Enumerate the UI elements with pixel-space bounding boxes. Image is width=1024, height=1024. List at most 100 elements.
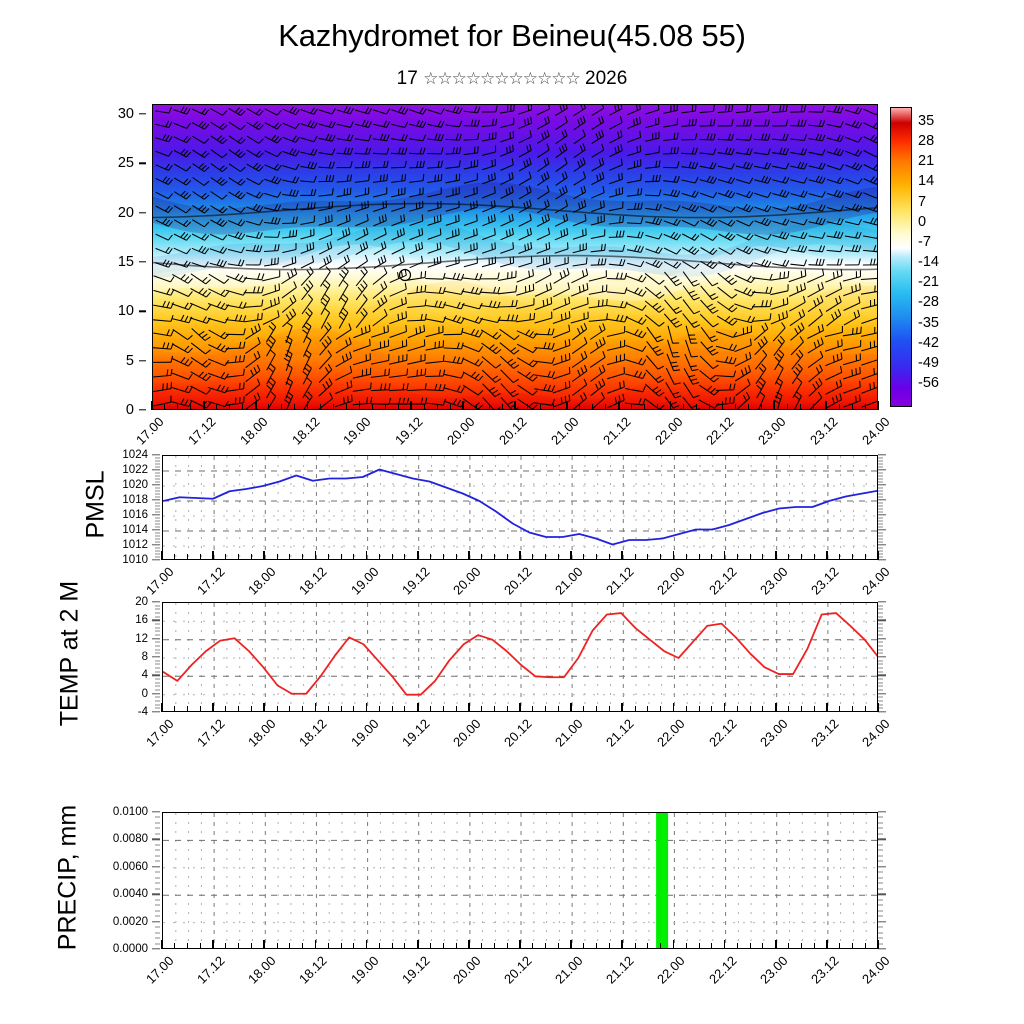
x-tick-major: [570, 940, 572, 949]
y-tick-minor: [155, 532, 160, 534]
x-tick-major: [468, 703, 470, 712]
x-tick-label: 17.12: [184, 414, 219, 448]
y-tick-minor: [155, 833, 160, 835]
x-tick-minor: [596, 943, 598, 949]
y-tick-label: 1022: [122, 464, 148, 476]
colorbar-tick-label: 35: [918, 113, 935, 129]
x-tick-minor: [506, 554, 508, 560]
y-tick-mark: [878, 637, 886, 640]
x-tick-major: [263, 703, 266, 712]
x-tick-minor: [455, 554, 457, 560]
y-tick-minor: [878, 678, 883, 680]
y-tick-minor: [155, 496, 160, 498]
y-tick-mark: [152, 674, 160, 677]
y-tick-minor: [878, 550, 883, 552]
precip-x-axis: 17.00 17.12 18.00 18.12 19.00 19.12 20.00 20.12…: [143, 940, 893, 995]
x-tick-minor: [839, 554, 841, 560]
y-tick-minor: [878, 871, 883, 873]
y-tick-mark: [878, 454, 886, 456]
x-tick-minor: [864, 943, 866, 949]
x-tick-major: [672, 940, 675, 949]
x-tick-minor: [345, 404, 347, 410]
y-tick-minor: [155, 707, 160, 709]
x-tick-minor: [545, 554, 547, 560]
y-tick-mark: [878, 711, 886, 713]
y-tick-minor: [155, 704, 160, 706]
x-tick-major: [468, 551, 470, 560]
y-tick-label: 0.0040: [112, 888, 148, 901]
x-tick-minor: [609, 706, 610, 712]
x-tick-major: [617, 401, 620, 410]
x-tick-minor: [660, 706, 662, 712]
y-tick-label: 1010: [122, 554, 148, 566]
x-tick-major: [672, 551, 675, 560]
x-tick-minor: [190, 404, 192, 410]
x-tick-minor: [747, 404, 749, 410]
x-tick-minor: [864, 554, 866, 560]
x-tick-label: 20.00: [449, 564, 484, 598]
x-tick-label: 21.00: [547, 414, 582, 448]
y-tick-mark: [878, 514, 886, 516]
y-tick-mark: [878, 484, 886, 486]
x-tick-minor: [838, 404, 840, 410]
y-tick-minor: [155, 652, 160, 654]
y-tick-minor: [155, 466, 160, 468]
y-tick-mark: [878, 920, 886, 923]
y-tick-minor: [878, 630, 883, 632]
y-tick-minor: [878, 502, 883, 504]
y-tick-minor: [155, 535, 160, 537]
y-tick-minor: [878, 685, 883, 687]
x-tick-minor: [475, 404, 477, 410]
x-tick-minor: [506, 706, 508, 712]
colorbar-tick-label: -35: [918, 314, 939, 331]
x-tick-minor: [251, 706, 252, 712]
x-tick-minor: [647, 706, 649, 712]
x-tick-minor: [436, 404, 438, 410]
y-tick-minor: [878, 882, 883, 884]
colorbar-tick-label: -56: [918, 375, 939, 391]
date-day: 17: [396, 68, 418, 89]
x-tick-minor: [371, 404, 373, 410]
y-tick-minor: [878, 547, 883, 549]
y-tick-minor: [878, 645, 883, 647]
x-tick-minor: [174, 943, 176, 949]
y-tick-minor: [155, 481, 160, 483]
y-tick-minor: [155, 502, 160, 504]
x-tick-major: [468, 940, 470, 949]
y-tick-minor: [878, 616, 883, 618]
y-tick-minor: [878, 523, 883, 525]
x-tick-label: 24.00: [858, 716, 893, 750]
y-tick-minor: [878, 899, 883, 901]
y-tick-minor: [155, 660, 160, 662]
x-tick-minor: [327, 943, 329, 949]
y-tick-minor: [878, 689, 883, 691]
y-tick-minor: [155, 915, 160, 917]
x-tick-label: 22.00: [651, 414, 686, 448]
x-tick-minor: [711, 554, 713, 560]
x-tick-minor: [268, 404, 270, 410]
x-tick-major: [774, 703, 777, 712]
y-tick-minor: [155, 634, 160, 636]
y-tick-mark: [152, 529, 160, 531]
y-tick-minor: [878, 833, 883, 835]
precipitation-plot: [162, 812, 878, 949]
colorbar-tick-label: 7: [918, 193, 927, 210]
y-tick-label: 20: [117, 204, 134, 221]
y-tick-minor: [155, 849, 160, 851]
x-tick-minor: [851, 943, 853, 949]
x-tick-minor: [647, 554, 649, 560]
y-tick-minor: [878, 682, 883, 684]
y-tick-minor: [878, 493, 883, 495]
x-tick-minor: [391, 554, 393, 560]
x-tick-minor: [734, 404, 736, 410]
y-tick-minor: [155, 508, 160, 510]
x-tick-minor: [302, 706, 304, 712]
y-tick-minor: [155, 926, 160, 928]
y-tick-minor: [878, 612, 883, 614]
x-tick-minor: [353, 706, 355, 712]
y-tick-minor: [878, 704, 883, 706]
y-tick-minor: [155, 888, 160, 890]
x-tick-minor: [540, 404, 542, 410]
x-tick-label: 19.12: [398, 716, 433, 750]
y-tick-minor: [878, 667, 883, 669]
